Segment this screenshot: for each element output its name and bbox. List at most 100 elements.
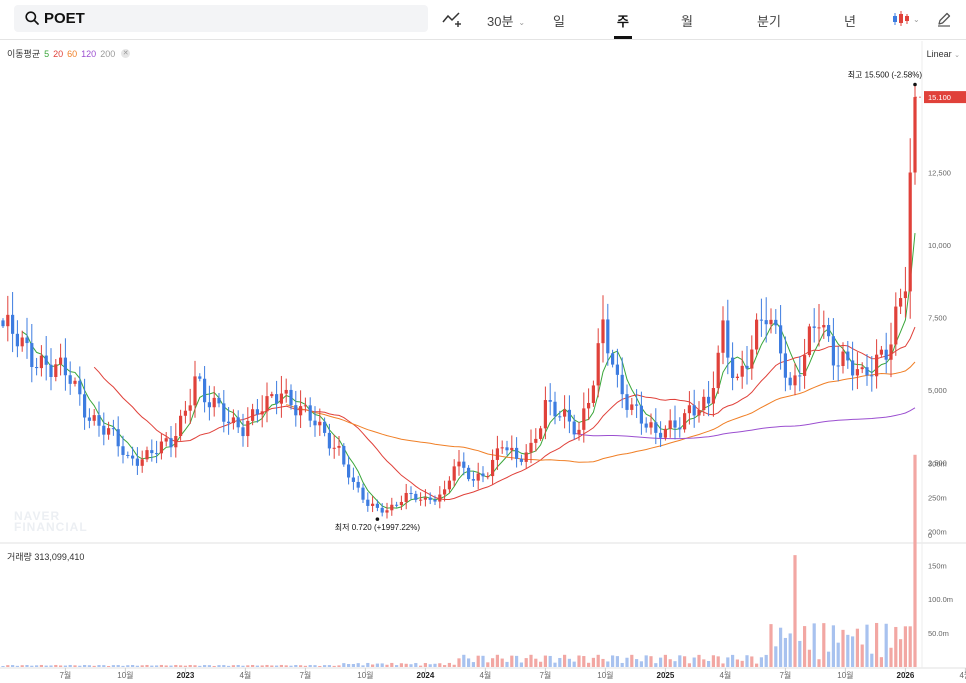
- interval-select-label: 30분: [487, 14, 514, 29]
- volume-tick-label: 50.0m: [928, 629, 949, 638]
- volume-bar: [255, 665, 259, 667]
- tab-week[interactable]: 주: [617, 14, 629, 29]
- volume-bar: [73, 665, 77, 667]
- candle-body: [231, 417, 235, 424]
- scale-select[interactable]: Linear ⌄: [927, 49, 960, 59]
- volume-bar: [121, 665, 125, 667]
- volume-bar: [860, 644, 864, 667]
- candle-body: [59, 357, 63, 365]
- volume-bar: [327, 665, 331, 667]
- scale-select-label: Linear: [926, 49, 952, 59]
- time-tick-label: 2025: [657, 671, 675, 680]
- time-tick-label: 10월: [357, 670, 373, 680]
- candle-body: [683, 413, 687, 430]
- trendline-add-icon[interactable]: [440, 8, 464, 30]
- candle-body: [179, 415, 183, 437]
- candle-body: [779, 325, 783, 354]
- volume-bar: [601, 658, 605, 667]
- tab-day[interactable]: 일: [553, 14, 565, 29]
- volume-bar: [654, 663, 658, 667]
- time-tick-label: 4월: [239, 670, 251, 680]
- volume-bar: [6, 665, 10, 667]
- candle-body: [140, 459, 144, 466]
- tab-year[interactable]: 년: [844, 14, 856, 29]
- symbol-search-box[interactable]: [14, 5, 428, 32]
- volume-bar: [323, 665, 327, 667]
- price-chart[interactable]: 0 2,500 5,000 7,500 10,000 12,500 50.0m 100.0m 1…: [0, 41, 966, 683]
- candle-body: [807, 326, 811, 356]
- tab-month[interactable]: 월: [681, 14, 693, 29]
- volume-tick-label: 200m: [928, 527, 947, 536]
- volume-bar: [433, 663, 437, 667]
- moving-average-legend[interactable]: 이동평균 5 20 60 120 200 ✕: [7, 47, 131, 60]
- candle-body: [299, 406, 303, 416]
- candle-body: [884, 349, 888, 360]
- chevron-down-icon: ⌄: [954, 52, 960, 59]
- candle-body: [495, 448, 499, 460]
- volume-bar: [788, 633, 792, 667]
- candle-body: [135, 458, 139, 466]
- volume-bar: [515, 655, 519, 667]
- ma-legend-close-icon[interactable]: ✕: [121, 49, 131, 58]
- candle-body: [673, 420, 677, 428]
- interval-select[interactable]: 30분 ⌄: [487, 11, 525, 30]
- current-price-label: 15.100: [928, 93, 951, 102]
- candle-body: [721, 320, 725, 353]
- volume-bar: [289, 665, 293, 667]
- volume-bar: [30, 665, 34, 667]
- candle-body: [606, 319, 610, 354]
- volume-bar: [155, 665, 159, 667]
- candle-body: [308, 405, 312, 421]
- volume-bar: [639, 661, 643, 667]
- candle-body: [327, 432, 331, 449]
- volume-bar: [193, 665, 197, 667]
- volume-bar: [198, 665, 202, 667]
- candlestick-icon[interactable]: ⌄: [891, 8, 921, 30]
- symbol-search-input[interactable]: [44, 8, 414, 29]
- volume-bar: [774, 646, 778, 667]
- volume-bar: [577, 655, 581, 667]
- candle-body: [913, 97, 917, 173]
- candle-body: [164, 438, 168, 442]
- volume-bar: [716, 656, 720, 667]
- volume-bar: [783, 637, 787, 667]
- price-tick-label: 10,000: [928, 241, 951, 250]
- volume-bar: [548, 655, 552, 667]
- volume-bar: [164, 665, 168, 667]
- time-tick-label: 2026: [897, 671, 915, 680]
- volume-bar: [371, 664, 375, 667]
- pencil-icon[interactable]: [932, 8, 956, 30]
- volume-bar: [903, 626, 907, 667]
- low-marker: [375, 517, 380, 521]
- candle-body: [385, 510, 389, 513]
- tab-quarter[interactable]: 분기: [757, 14, 781, 29]
- candle-body: [390, 504, 394, 511]
- volume-bar: [476, 655, 480, 667]
- candle-body: [313, 420, 317, 426]
- candle-body: [678, 427, 682, 430]
- chart-toolbar: 30분 ⌄ 일 주 월 분기 년 ⌄: [0, 0, 966, 40]
- candle-body: [356, 481, 360, 488]
- candle-body: [25, 337, 29, 344]
- price-tick-label: 2,500: [928, 459, 947, 468]
- volume-tick-label: 150m: [928, 561, 947, 570]
- candle-body: [409, 492, 413, 494]
- candle-body: [212, 397, 216, 408]
- volume-bar: [275, 665, 279, 667]
- chart-area[interactable]: 0 2,500 5,000 7,500 10,000 12,500 50.0m 100.0m 1…: [0, 41, 966, 683]
- candle-body: [572, 421, 576, 435]
- watermark-line2: FINANCIAL: [14, 520, 88, 534]
- candle-body: [529, 442, 533, 453]
- volume-bar: [726, 657, 730, 667]
- candle-body: [745, 365, 749, 369]
- time-tick-label: 7월: [59, 670, 71, 680]
- chevron-down-icon: ⌄: [518, 18, 526, 27]
- candle-body: [227, 421, 231, 424]
- ma-legend-60: 60: [67, 48, 78, 59]
- volume-bar: [735, 659, 739, 667]
- candle-body: [97, 415, 101, 426]
- volume-bar: [875, 622, 879, 667]
- candle-body: [255, 409, 259, 415]
- volume-bar: [486, 662, 490, 667]
- volume-bar: [284, 665, 288, 667]
